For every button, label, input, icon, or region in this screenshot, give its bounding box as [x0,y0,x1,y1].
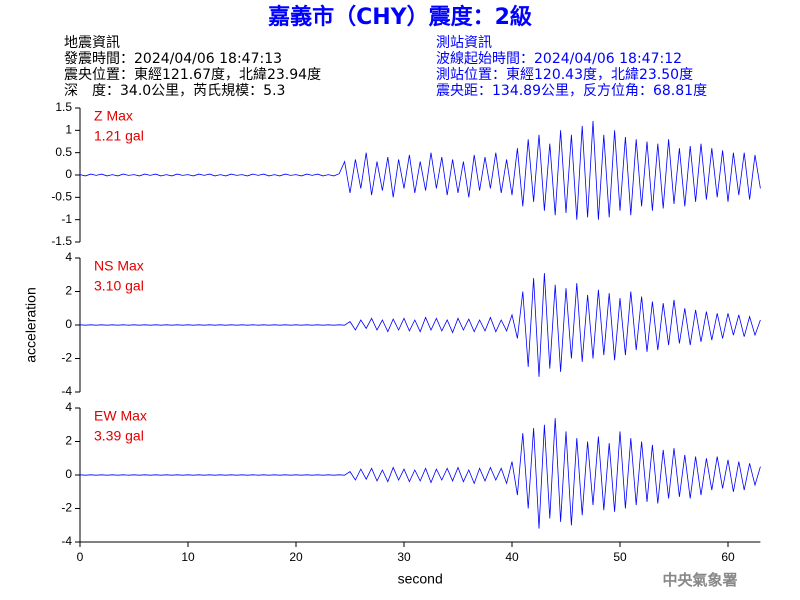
annotation: 1.21 gal [94,128,144,144]
y-tick-label: 0 [65,167,72,181]
info-line: 發震時間：2024/04/06 18:47:13 [64,51,282,67]
y-tick-label: 1.5 [55,100,72,114]
y-tick-label: -0.5 [51,190,72,204]
x-axis-label: second [398,571,443,587]
info-line: 深 度：34.0公里，芮氏規模：5.3 [64,82,285,99]
annotation: NS Max [94,258,144,274]
y-tick-label: -4 [61,534,72,548]
station-info: 測站資訊 波線起始時間：2024/04/06 18:47:12 測站位置：東經1… [436,35,707,99]
footer-logo: 中央氣象署 [662,571,737,589]
y-tick-label: 4 [65,250,72,264]
y-tick-label: -2 [61,351,72,365]
y-tick-label: -1 [61,212,72,226]
info-line: 測站資訊 [436,35,492,51]
info-line: 震央位置：東經121.67度，北緯23.94度 [64,67,321,83]
x-tick-label: 60 [721,550,735,564]
x-tick-label: 30 [397,550,411,564]
x-tick-label: 10 [181,550,195,564]
info-line: 震央距：134.89公里，反方位角：68.81度 [436,83,707,99]
annotation: 3.39 gal [94,428,144,444]
y-tick-label: 2 [65,434,72,448]
y-tick-label: 0 [65,467,72,481]
waveform [79,418,761,529]
y-tick-label: 0 [65,317,72,331]
info-line: 波線起始時間：2024/04/06 18:47:12 [436,51,682,67]
info-line: 測站位置：東經120.43度，北緯23.50度 [436,67,693,83]
annotation: 3.10 gal [94,278,144,294]
annotation: EW Max [94,408,147,424]
chart-title: 嘉義市（CHY）震度：2級 [268,4,532,30]
y-tick-label: 1 [65,123,72,137]
x-tick-label: 20 [289,550,303,564]
y-tick-label: -4 [61,384,72,398]
y-tick-label: 0.5 [55,145,72,159]
y-axis-label: acceleration [23,287,39,363]
event-info: 地震資訊 發震時間：2024/04/06 18:47:13 震央位置：東經121… [64,35,321,99]
y-tick-label: 2 [65,284,72,298]
waveform [79,120,761,220]
x-tick-label: 40 [505,550,519,564]
y-tick-label: -1.5 [51,234,72,248]
x-tick-label: 0 [77,550,84,564]
info-line: 地震資訊 [64,35,120,51]
x-tick-label: 50 [613,550,627,564]
y-tick-label: -2 [61,501,72,515]
y-tick-label: 4 [65,400,72,414]
annotation: Z Max [94,108,133,124]
waveform [79,273,761,377]
